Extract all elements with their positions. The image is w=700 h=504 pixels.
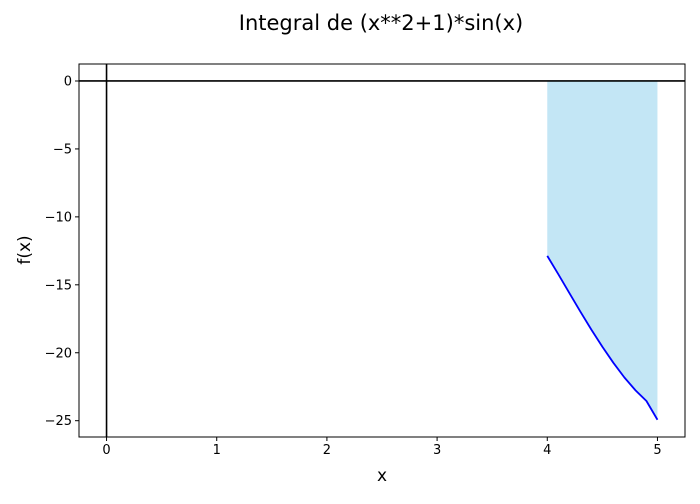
x-tick-label: 2 <box>323 443 331 458</box>
x-tick-label: 4 <box>543 443 551 458</box>
y-ticks: 0 −5 −10 −15 −20 −25 <box>45 74 79 429</box>
y-tick-label: −25 <box>45 414 72 429</box>
x-ticks: 0 1 2 3 4 5 <box>102 437 662 458</box>
curve-point <box>635 390 636 391</box>
x-tick-label: 3 <box>433 443 441 458</box>
y-tick-label: −5 <box>53 142 72 157</box>
y-tick-label: 0 <box>64 74 72 89</box>
y-tick-label: −10 <box>45 210 72 225</box>
curve-point <box>569 292 570 293</box>
curve-point <box>657 419 658 420</box>
curve-point <box>591 329 592 330</box>
integral-area-fill <box>547 80 658 420</box>
axes-frame <box>78 63 686 438</box>
x-tick-label: 1 <box>213 443 221 458</box>
y-tick-label: −15 <box>45 278 72 293</box>
chart-marks <box>79 64 685 437</box>
curve-point <box>558 274 559 275</box>
function-curve-line <box>546 255 659 421</box>
curve-point <box>613 362 614 363</box>
curve-point <box>580 311 581 312</box>
plot-area: 0 1 2 3 4 5 0 −5 −10 −15 −20 −25 <box>45 63 686 458</box>
x-tick-label: 5 <box>653 443 661 458</box>
y-axis-label: f(x) <box>15 235 35 264</box>
chart-title: Integral de (x**2+1)*sin(x) <box>239 11 523 35</box>
curve-point <box>646 400 647 401</box>
x-axis-label: x <box>377 466 387 486</box>
y-tick-label: −20 <box>45 346 72 361</box>
curve-point <box>547 255 548 256</box>
curve-point <box>624 377 625 378</box>
curve-point <box>602 346 603 347</box>
x-tick-label: 0 <box>102 443 110 458</box>
